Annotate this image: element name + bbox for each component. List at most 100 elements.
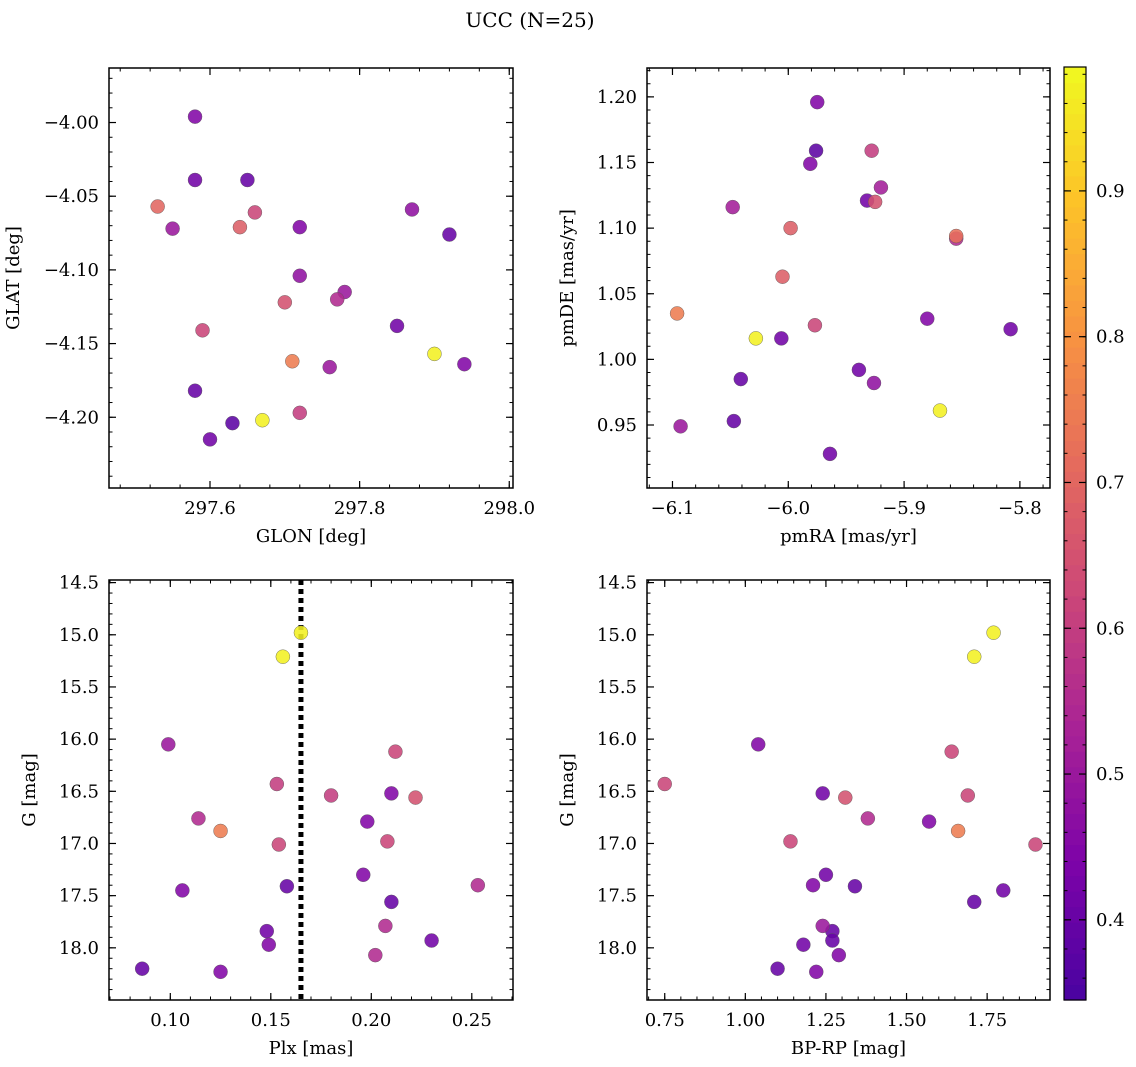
x-axis-label: GLON [deg] — [256, 526, 366, 547]
data-point — [322, 359, 337, 375]
colorbar-segment — [1064, 766, 1086, 783]
data-point — [292, 268, 307, 283]
data-point — [247, 205, 263, 220]
colorbar-segment — [1064, 657, 1086, 675]
data-point — [191, 811, 206, 826]
x-tick-label: 0.20 — [351, 1010, 391, 1031]
data-point — [851, 362, 867, 378]
data-point — [384, 894, 399, 910]
colorbar-segment — [1064, 393, 1086, 410]
data-point — [165, 221, 180, 236]
data-point — [259, 923, 274, 939]
data-point — [232, 219, 248, 235]
data-point — [944, 744, 959, 759]
data-point — [810, 94, 825, 110]
data-point — [967, 649, 982, 664]
colorbar-segment — [1064, 595, 1086, 612]
colorbar-segment — [1064, 253, 1086, 270]
x-tick-label: −6.1 — [651, 498, 695, 519]
y-tick-label: 18.0 — [597, 938, 637, 959]
colorbar-segment — [1064, 517, 1086, 535]
data-point — [796, 937, 811, 952]
colorbar-segment — [1064, 642, 1086, 659]
colorbar-segment — [1064, 455, 1086, 472]
colorbar-tick-label: 0.9 — [1096, 181, 1125, 202]
colorbar-segment — [1064, 486, 1086, 503]
panel-plx-g: 0.10 0.15 0.20 0.25 14.5 15.0 15.5 16.0 16.5 17.0… — [19, 573, 514, 1059]
data-point — [657, 776, 672, 792]
data-point — [838, 790, 853, 805]
data-point — [424, 933, 439, 948]
y-tick-label: 14.5 — [59, 573, 99, 594]
colorbar-segment — [1064, 346, 1086, 364]
data-point — [240, 172, 255, 188]
plot-frame — [646, 579, 1051, 1001]
data-point — [195, 323, 210, 338]
colorbar-segment — [1064, 206, 1086, 224]
colorbar-segment — [1064, 953, 1086, 970]
x-tick-label: 0.15 — [251, 1010, 291, 1031]
data-point — [921, 814, 937, 829]
data-point — [225, 415, 240, 431]
colorbar-tick-label: 0.7 — [1096, 472, 1125, 493]
plot-frame — [108, 579, 514, 1001]
data-point — [818, 867, 834, 882]
colorbar-segment — [1064, 611, 1086, 628]
y-tick-label: 16.5 — [597, 781, 637, 802]
data-point — [161, 737, 176, 752]
data-point — [864, 143, 879, 158]
y-tick-label: −4.15 — [44, 334, 99, 355]
y-axis-label: G [mag] — [19, 753, 40, 826]
data-point — [770, 961, 785, 976]
data-point — [292, 405, 307, 421]
data-point — [960, 788, 975, 803]
data-point — [815, 786, 830, 801]
data-point — [427, 346, 442, 362]
colorbar-segment — [1064, 113, 1086, 130]
colorbar-segment — [1064, 315, 1086, 332]
data-point — [825, 933, 840, 948]
colorbar-segment — [1064, 797, 1086, 814]
data-point — [275, 649, 291, 664]
colorbar-segment — [1064, 331, 1086, 348]
data-point — [457, 357, 472, 372]
colorbar-segment — [1064, 968, 1086, 986]
data-point — [378, 918, 393, 934]
x-tick-label: 1.00 — [725, 1010, 765, 1031]
y-tick-label: 17.0 — [59, 833, 99, 854]
colorbar-segment — [1064, 144, 1086, 161]
y-tick-label: 1.05 — [597, 284, 637, 305]
colorbar-segment — [1064, 502, 1086, 519]
data-point — [187, 172, 203, 188]
y-tick-label: 15.0 — [597, 625, 637, 646]
plot-frame — [646, 67, 1051, 489]
data-point — [279, 879, 295, 894]
colorbar-segment — [1064, 160, 1086, 177]
colorbar-tick-label: 0.4 — [1096, 910, 1125, 931]
data-point — [733, 371, 749, 387]
x-tick-label: 0.10 — [150, 1010, 190, 1031]
y-tick-label: 15.5 — [597, 677, 637, 698]
data-point — [967, 894, 982, 910]
colorbar-segment — [1064, 284, 1086, 301]
x-tick-label: 0.75 — [645, 1010, 685, 1031]
y-tick-label: −4.20 — [44, 407, 99, 428]
panel-glon-glat: 297.6 297.8 298.0 −4.00 −4.05 −4.10 −4.15 −4.20… — [3, 67, 535, 547]
colorbar-tick-label: 0.5 — [1096, 764, 1125, 785]
x-tick-label: −5.8 — [998, 498, 1042, 519]
data-point — [920, 311, 935, 326]
x-axis-label: pmRA [mas/yr] — [780, 526, 917, 547]
data-point — [134, 961, 150, 976]
data-point — [261, 937, 276, 952]
y-tick-label: −4.05 — [44, 186, 99, 207]
data-point — [873, 180, 889, 195]
data-point — [388, 744, 403, 759]
y-tick-label: 1.00 — [597, 349, 637, 370]
data-point — [202, 432, 218, 447]
data-point — [293, 625, 309, 640]
colorbar: 0.4 0.5 0.6 0.7 0.8 0.9 — [1063, 66, 1125, 1001]
data-point — [669, 306, 685, 321]
y-tick-label: 16.5 — [59, 781, 99, 802]
x-tick-label: 1.50 — [886, 1010, 926, 1031]
